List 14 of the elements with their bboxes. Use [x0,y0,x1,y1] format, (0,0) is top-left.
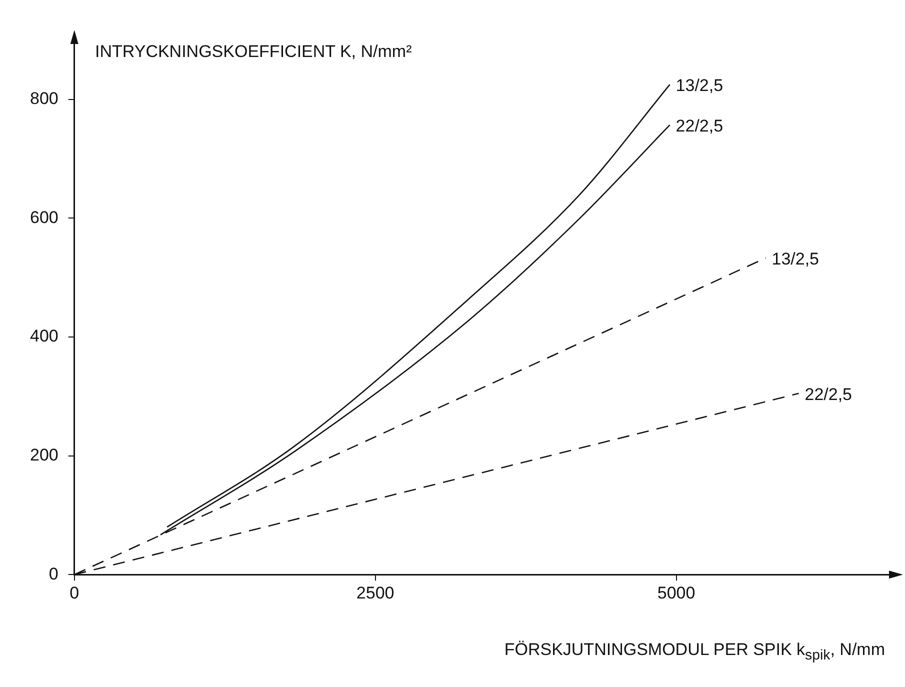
y-tick-label: 400 [30,326,58,346]
y-tick-label: 800 [30,89,58,108]
y-axis-title: INTRYCKNINGSKOEFFICIENT K, N/mm² [95,42,412,62]
series-label: 22/2,5 [804,385,852,404]
series-label: 13/2,5 [772,250,820,269]
x-axis-title: FÖRSKJUTNINGSMODUL PER SPIK k$_{spik}$, N/mm [504,640,885,664]
y-tick-label: 0 [48,564,58,584]
series-label: 22/2,5 [676,116,724,136]
series-label: 13/2,5 [676,76,724,96]
x-tick-label: 0 [70,583,80,602]
x-tick-label: 2500 [356,583,394,602]
y-tick-label: 200 [30,445,58,464]
y-tick-label: 600 [30,208,58,227]
x-tick-label: 5000 [657,583,696,602]
